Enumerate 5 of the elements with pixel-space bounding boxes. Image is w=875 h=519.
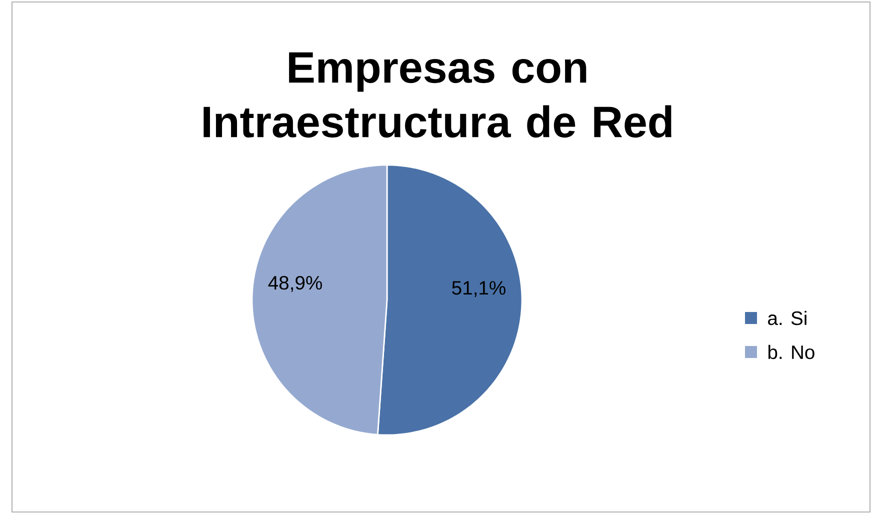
legend-label: b. No: [768, 344, 814, 360]
data-label: 48,9%: [268, 276, 322, 292]
legend-label: a. Si: [768, 310, 806, 326]
chart-title: Empresas con Intraestructura de Red: [204, 52, 672, 138]
data-label: 51,1%: [452, 281, 506, 298]
